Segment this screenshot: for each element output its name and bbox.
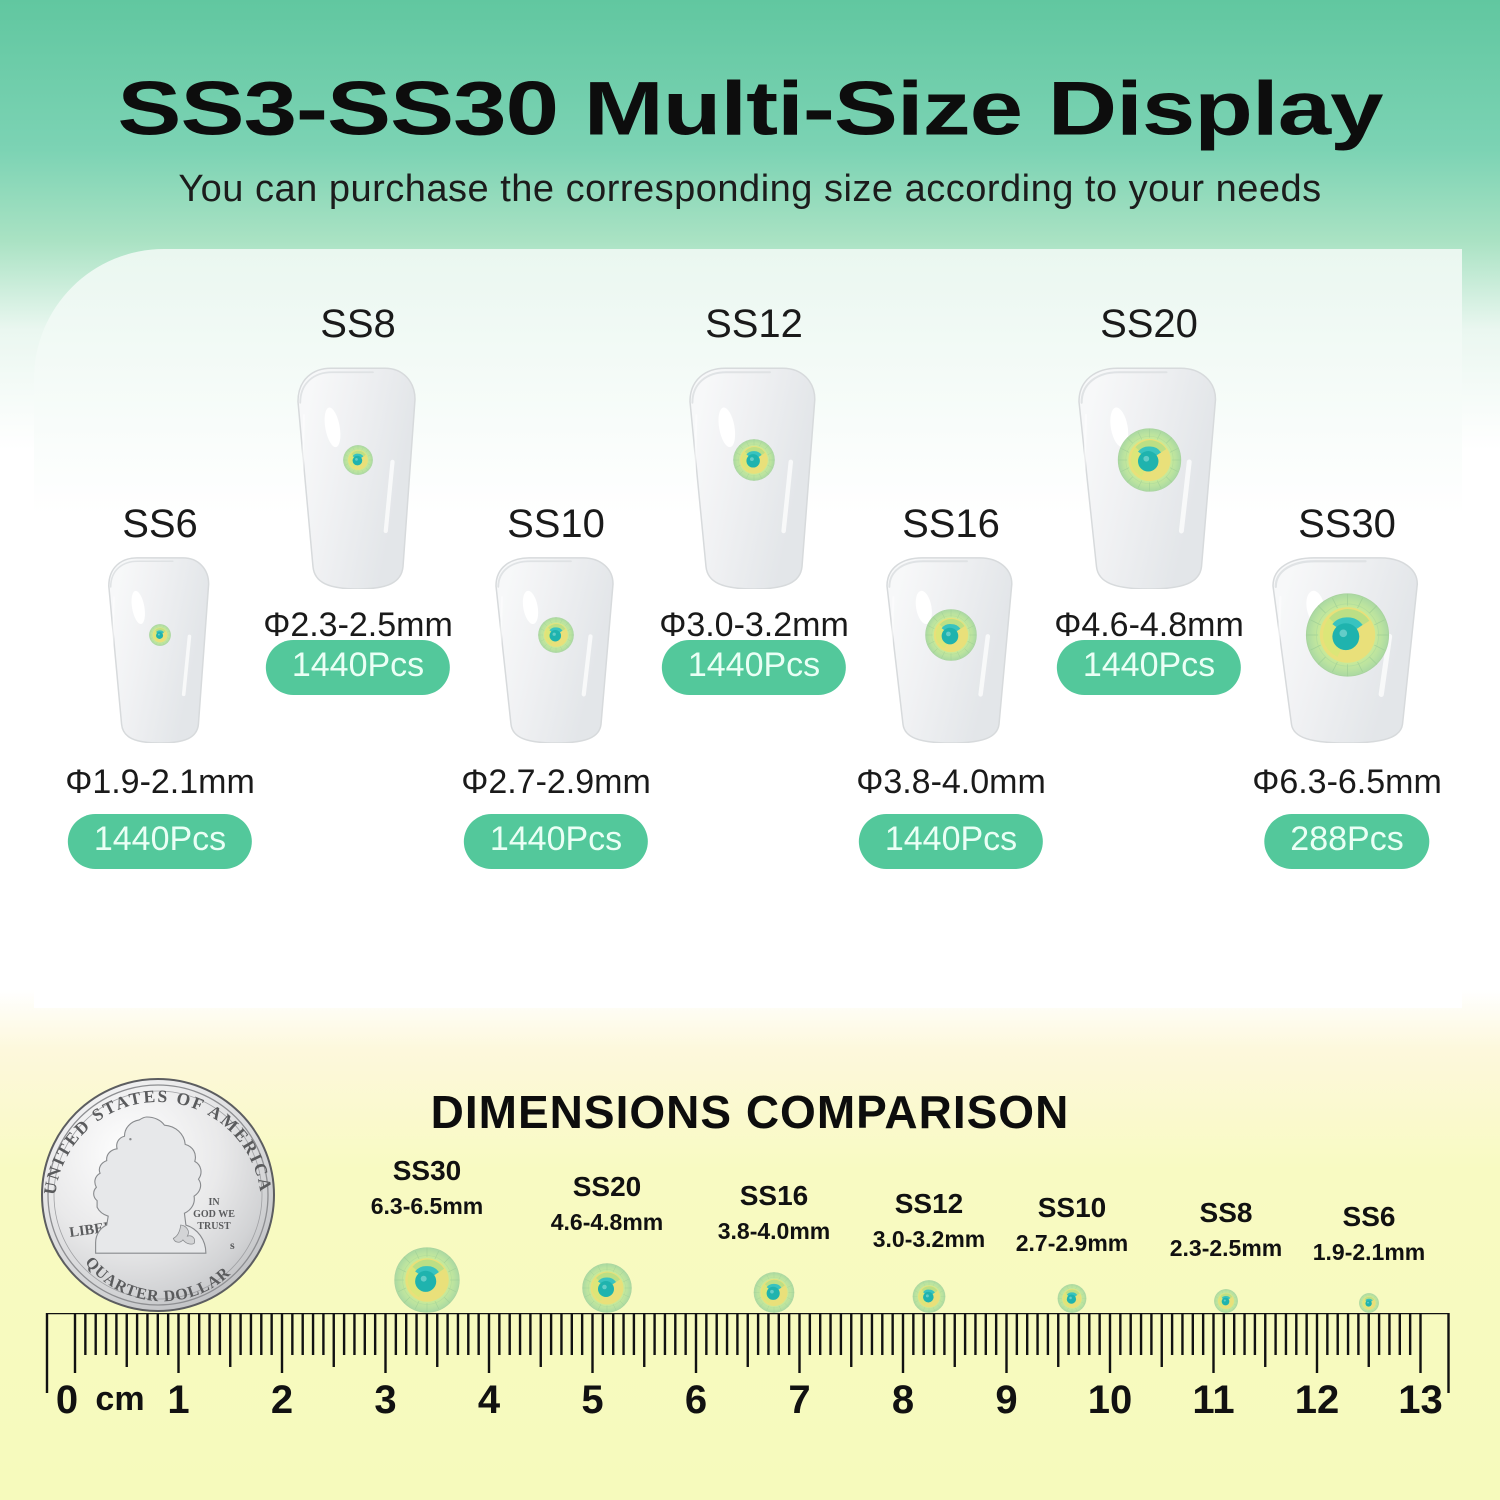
svg-text:9: 9 (995, 1378, 1017, 1422)
svg-text:IN: IN (208, 1197, 220, 1208)
svg-text:4: 4 (478, 1378, 501, 1422)
svg-text:13: 13 (1398, 1378, 1443, 1422)
svg-text:8: 8 (892, 1378, 914, 1422)
svg-text:cm: cm (95, 1380, 144, 1418)
svg-text:3: 3 (374, 1378, 396, 1422)
svg-text:2: 2 (271, 1378, 293, 1422)
svg-text:5: 5 (581, 1378, 603, 1422)
svg-text:GOD WE: GOD WE (193, 1209, 235, 1220)
svg-text:10: 10 (1088, 1378, 1133, 1422)
svg-text:0: 0 (56, 1378, 78, 1422)
svg-text:11: 11 (1192, 1378, 1234, 1422)
svg-text:1: 1 (167, 1378, 189, 1422)
svg-text:7: 7 (788, 1378, 810, 1422)
svg-text:s: s (230, 1238, 235, 1252)
svg-text:12: 12 (1295, 1378, 1340, 1422)
svg-text:TRUST: TRUST (197, 1221, 231, 1232)
svg-text:6: 6 (685, 1378, 707, 1422)
